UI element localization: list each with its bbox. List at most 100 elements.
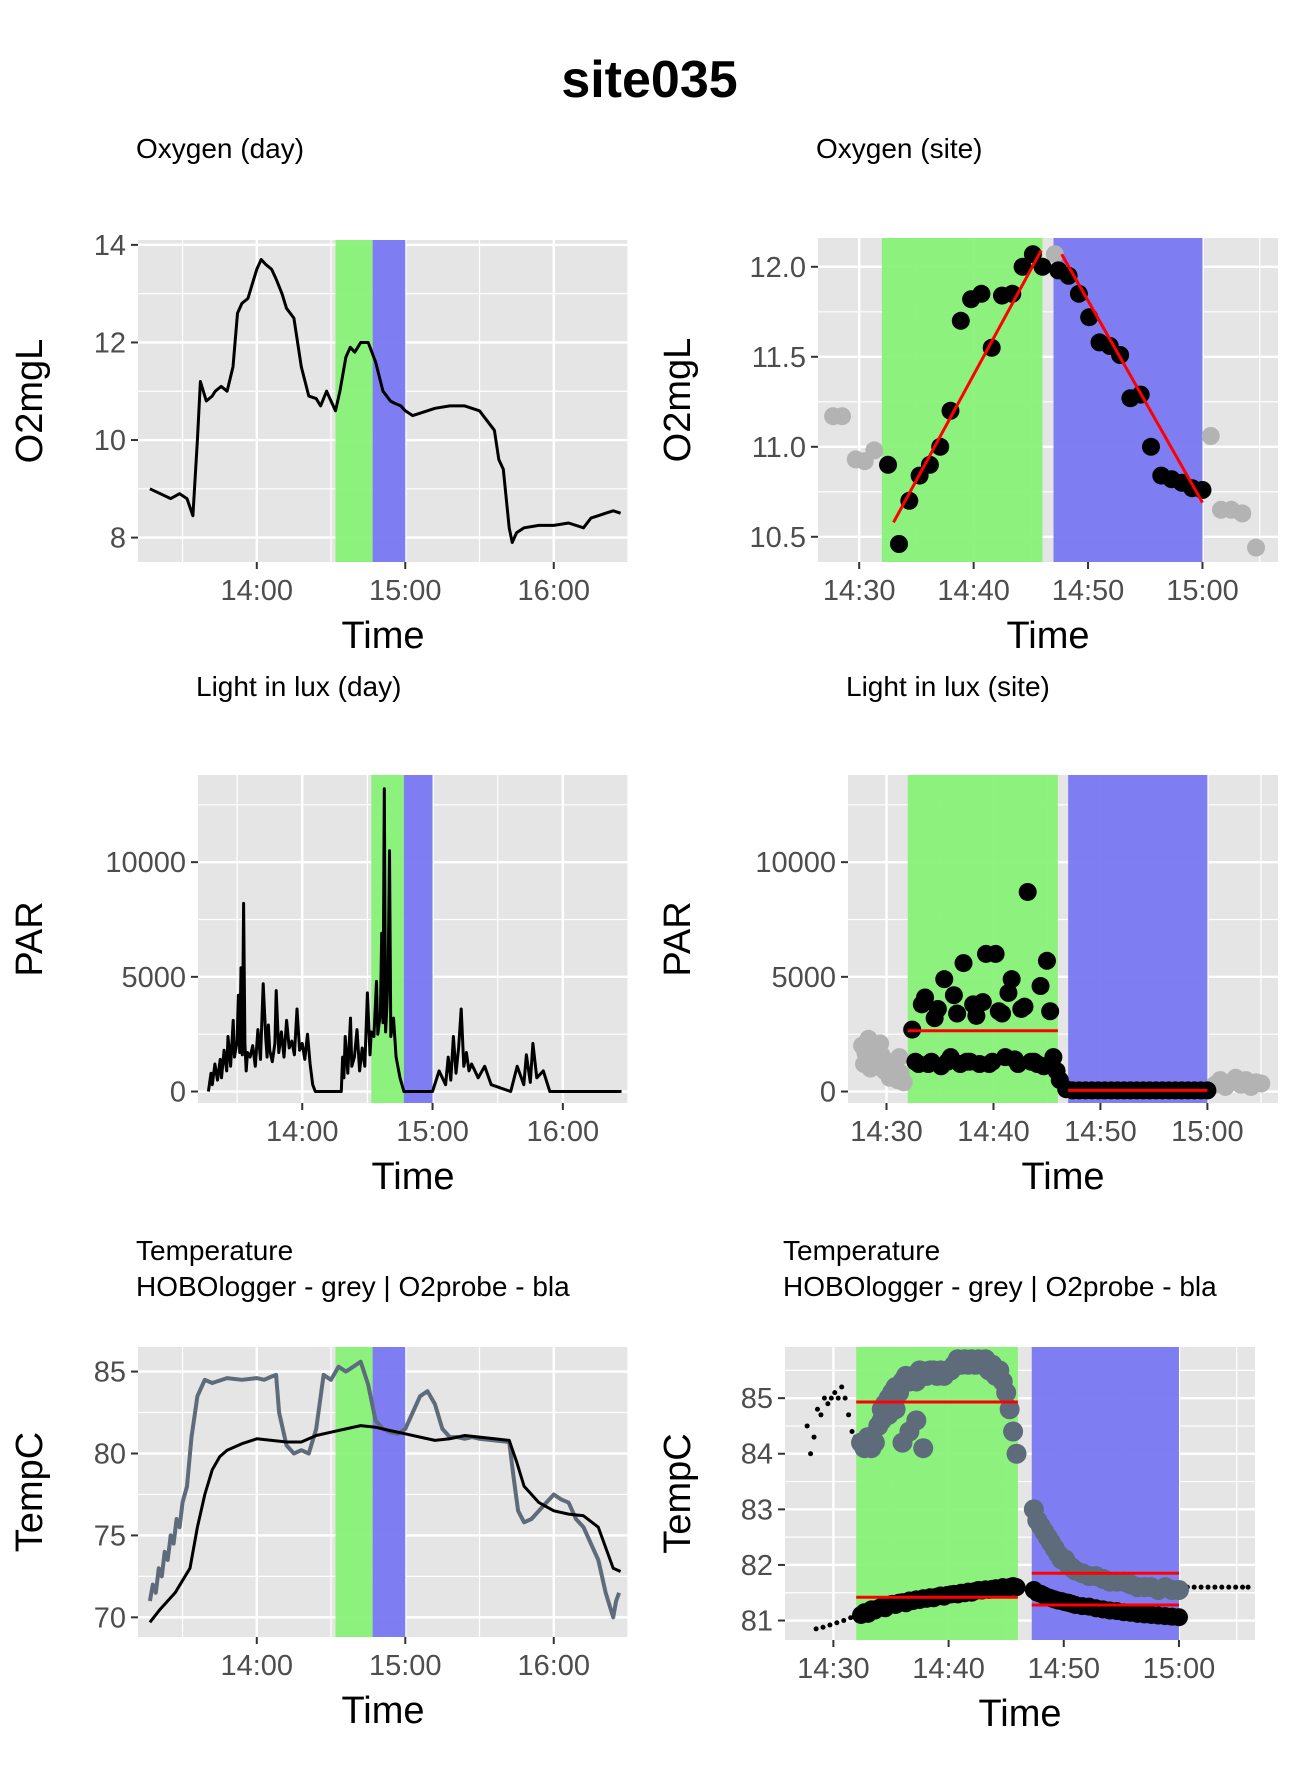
data-point [989, 1002, 1008, 1021]
probe-point [1169, 1608, 1188, 1627]
x-axis-label: Time [341, 1690, 424, 1732]
y-tick-label: 11.5 [752, 342, 806, 374]
hobo-point [913, 1438, 934, 1459]
hobo-point [1003, 1421, 1024, 1442]
y-axis-label: O2mgL [657, 338, 699, 463]
y-tick-label: 10000 [105, 847, 186, 879]
data-point [920, 455, 939, 474]
x-axis-label: Time [341, 615, 424, 657]
x-tick-label: 14:50 [1052, 575, 1125, 607]
plot-area [824, 238, 1266, 562]
hobo-point [999, 1399, 1020, 1420]
x-tick-label: 14:00 [220, 575, 293, 607]
excluded-point [808, 1451, 814, 1457]
data-point [1018, 882, 1037, 901]
panel-title: Temperature [136, 1235, 293, 1266]
excluded-point [813, 1626, 819, 1632]
panel-oxygen-site: Oxygen (site) 14:30 14:40 14:50 15:00 10.5 11.… [657, 133, 1278, 657]
excluded-point [839, 1384, 845, 1390]
series-line [206, 787, 622, 1093]
excluded-point [1201, 427, 1220, 445]
plot-area [149, 240, 622, 562]
panel-oxygen-day: Oxygen (day) 14:00 15:00 16:00 8 10 12 14 Time O2… [9, 133, 628, 657]
data-point [999, 983, 1018, 1002]
hobo-point [906, 1410, 927, 1431]
panel-title: Temperature [783, 1235, 940, 1266]
y-tick-label: 75 [94, 1520, 126, 1552]
y-tick-label: 85 [741, 1383, 773, 1415]
y-tick-label: 81 [741, 1606, 773, 1638]
excluded-point [849, 1429, 855, 1435]
y-tick-label: 10 [94, 425, 126, 457]
x-tick-label: 14:40 [912, 1653, 985, 1685]
x-tick-label: 14:30 [823, 575, 896, 607]
panel-title: Oxygen (site) [816, 133, 983, 164]
data-point [1015, 997, 1034, 1016]
data-point [1037, 951, 1056, 970]
excluded-point [818, 1412, 824, 1418]
x-tick-label: 15:00 [1171, 1116, 1244, 1148]
excluded-point [865, 441, 884, 460]
y-tick-label: 14 [94, 230, 126, 262]
y-tick-label: 85 [94, 1357, 126, 1389]
data-point [1198, 1081, 1217, 1100]
light-window [907, 775, 1058, 1103]
panel-subtitle: HOBOlogger - grey | O2probe - bla [783, 1271, 1217, 1302]
excluded-point [1240, 1584, 1246, 1590]
y-tick-label: 10.5 [750, 522, 806, 554]
excluded-point [827, 1622, 833, 1628]
x-tick-label: 14:40 [957, 1116, 1030, 1148]
x-axis-label: Time [1021, 1156, 1104, 1198]
excluded-point [890, 1048, 909, 1067]
dark-window [1068, 775, 1208, 1103]
panel-title: Oxygen (day) [136, 133, 304, 164]
excluded-point [820, 1624, 826, 1630]
excluded-point [871, 1034, 890, 1053]
plot-area [206, 775, 622, 1103]
hobo-point [1006, 1443, 1027, 1464]
probe-point [1007, 1578, 1026, 1597]
hobo-point [864, 1432, 885, 1453]
excluded-point [848, 1615, 854, 1621]
plot-area [804, 1347, 1251, 1640]
data-point [964, 995, 983, 1014]
x-tick-label: 14:30 [797, 1653, 870, 1685]
x-tick-label: 16:00 [527, 1116, 600, 1148]
excluded-point [814, 1406, 820, 1412]
x-axis-label: Time [371, 1156, 454, 1198]
y-axis-label: PAR [657, 901, 699, 976]
data-point [890, 535, 909, 553]
y-tick-label: 12 [94, 327, 126, 359]
y-tick-label: 0 [820, 1077, 836, 1109]
y-tick-label: 84 [741, 1439, 773, 1471]
excluded-point [894, 1073, 913, 1092]
y-tick-label: 70 [94, 1602, 126, 1634]
data-point [954, 954, 973, 973]
hobo-series-line [147, 1359, 621, 1620]
data-point [900, 491, 919, 510]
excluded-point [1198, 1584, 1204, 1590]
hobo-point [1168, 1579, 1189, 1600]
data-point [951, 311, 970, 330]
data-point [912, 995, 931, 1014]
y-tick-label: 10000 [755, 847, 836, 879]
x-tick-label: 14:00 [266, 1116, 339, 1148]
excluded-point [1191, 1584, 1197, 1590]
y-tick-label: 12.0 [750, 252, 806, 284]
excluded-point [825, 1401, 831, 1407]
panel-temperature-site: Temperature HOBOlogger - grey | O2probe -… [657, 1235, 1255, 1735]
x-tick-label: 16:00 [517, 1650, 590, 1682]
panel-title: Light in lux (site) [846, 671, 1050, 702]
y-tick-label: 5000 [771, 962, 836, 994]
excluded-point [828, 1395, 834, 1401]
y-axis-label: PAR [9, 901, 51, 976]
x-tick-label: 15:00 [396, 1116, 469, 1148]
y-tick-label: 83 [741, 1494, 773, 1526]
data-point [1069, 284, 1088, 303]
x-tick-label: 15:00 [1143, 1653, 1216, 1685]
hobo-point [885, 1399, 906, 1420]
excluded-point [833, 407, 852, 426]
data-point [944, 986, 963, 1005]
excluded-point [1247, 538, 1266, 557]
